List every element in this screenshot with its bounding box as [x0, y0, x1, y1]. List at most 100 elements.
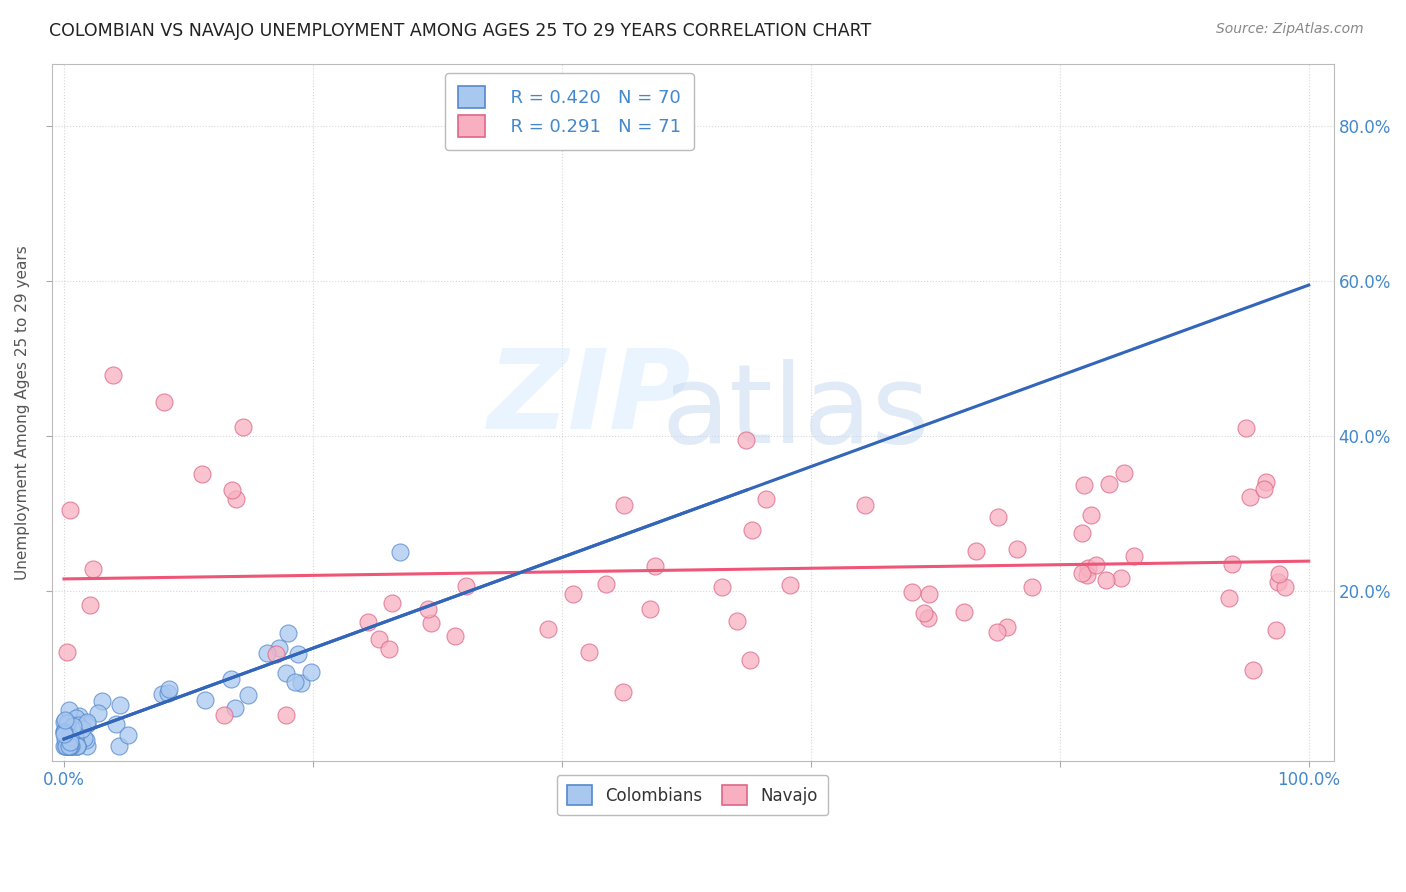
Point	[638, 602, 661, 616]
Point	[214, 707, 236, 722]
Point	[912, 606, 935, 620]
Point	[853, 498, 876, 512]
Point	[595, 577, 617, 591]
Point	[1253, 482, 1275, 496]
Point	[65, 711, 87, 725]
Point	[60, 739, 83, 753]
Point	[301, 665, 323, 680]
Point	[1239, 490, 1261, 504]
Point	[70, 714, 93, 729]
Point	[55, 724, 77, 739]
Point	[274, 707, 297, 722]
Point	[1267, 575, 1289, 590]
Point	[63, 731, 86, 745]
Point	[1265, 623, 1288, 637]
Point	[357, 615, 380, 630]
Legend: Colombians, Navajo: Colombians, Navajo	[557, 775, 828, 815]
Point	[70, 722, 93, 736]
Point	[76, 739, 98, 753]
Point	[60, 739, 83, 753]
Point	[1071, 525, 1094, 540]
Point	[53, 739, 76, 753]
Point	[55, 739, 77, 753]
Point	[55, 723, 77, 737]
Point	[416, 602, 439, 616]
Point	[194, 693, 217, 707]
Point	[1094, 574, 1116, 588]
Point	[711, 580, 734, 594]
Point	[67, 708, 90, 723]
Point	[60, 739, 83, 753]
Text: COLOMBIAN VS NAVAJO UNEMPLOYMENT AMONG AGES 25 TO 29 YEARS CORRELATION CHART: COLOMBIAN VS NAVAJO UNEMPLOYMENT AMONG A…	[49, 22, 872, 40]
Point	[537, 622, 560, 636]
Point	[79, 599, 101, 613]
Point	[389, 545, 412, 559]
Point	[1021, 580, 1043, 594]
Point	[56, 715, 79, 730]
Point	[117, 728, 139, 742]
Point	[56, 739, 79, 753]
Point	[1077, 561, 1099, 575]
Point	[1073, 477, 1095, 491]
Point	[53, 726, 76, 740]
Point	[1234, 421, 1257, 435]
Point	[157, 681, 180, 696]
Point	[53, 739, 76, 753]
Point	[150, 687, 173, 701]
Point	[55, 730, 77, 744]
Point	[612, 685, 634, 699]
Point	[58, 731, 80, 746]
Point	[368, 632, 391, 646]
Point	[741, 523, 763, 537]
Point	[232, 419, 254, 434]
Point	[918, 587, 941, 601]
Point	[58, 739, 80, 753]
Y-axis label: Unemployment Among Ages 25 to 29 years: Unemployment Among Ages 25 to 29 years	[15, 245, 30, 580]
Point	[67, 718, 90, 732]
Point	[901, 585, 924, 599]
Point	[276, 666, 298, 681]
Point	[735, 433, 758, 447]
Point	[55, 739, 77, 753]
Point	[59, 503, 82, 517]
Point	[377, 642, 399, 657]
Point	[63, 739, 86, 753]
Point	[76, 717, 98, 731]
Point	[62, 718, 84, 732]
Point	[58, 739, 80, 753]
Point	[1084, 558, 1107, 573]
Point	[90, 694, 112, 708]
Point	[53, 724, 76, 739]
Point	[76, 715, 98, 730]
Point	[66, 739, 89, 753]
Point	[755, 491, 778, 506]
Point	[277, 625, 299, 640]
Point	[965, 544, 987, 558]
Point	[269, 641, 291, 656]
Point	[381, 596, 404, 610]
Point	[740, 653, 762, 667]
Point	[191, 467, 214, 482]
Point	[236, 688, 259, 702]
Point	[287, 647, 309, 661]
Point	[66, 739, 89, 753]
Point	[82, 562, 104, 576]
Point	[59, 739, 82, 753]
Point	[221, 483, 243, 498]
Point	[104, 716, 127, 731]
Point	[75, 733, 97, 747]
Point	[644, 558, 666, 573]
Point	[284, 675, 307, 690]
Point	[1274, 581, 1296, 595]
Point	[1007, 542, 1029, 557]
Point	[101, 368, 124, 382]
Point	[63, 731, 86, 745]
Point	[152, 394, 174, 409]
Text: atlas: atlas	[661, 359, 929, 466]
Point	[613, 498, 636, 512]
Text: Source: ZipAtlas.com: Source: ZipAtlas.com	[1216, 22, 1364, 37]
Point	[1123, 549, 1146, 563]
Point	[224, 701, 246, 715]
Text: ZIP: ZIP	[488, 345, 692, 452]
Point	[578, 645, 600, 659]
